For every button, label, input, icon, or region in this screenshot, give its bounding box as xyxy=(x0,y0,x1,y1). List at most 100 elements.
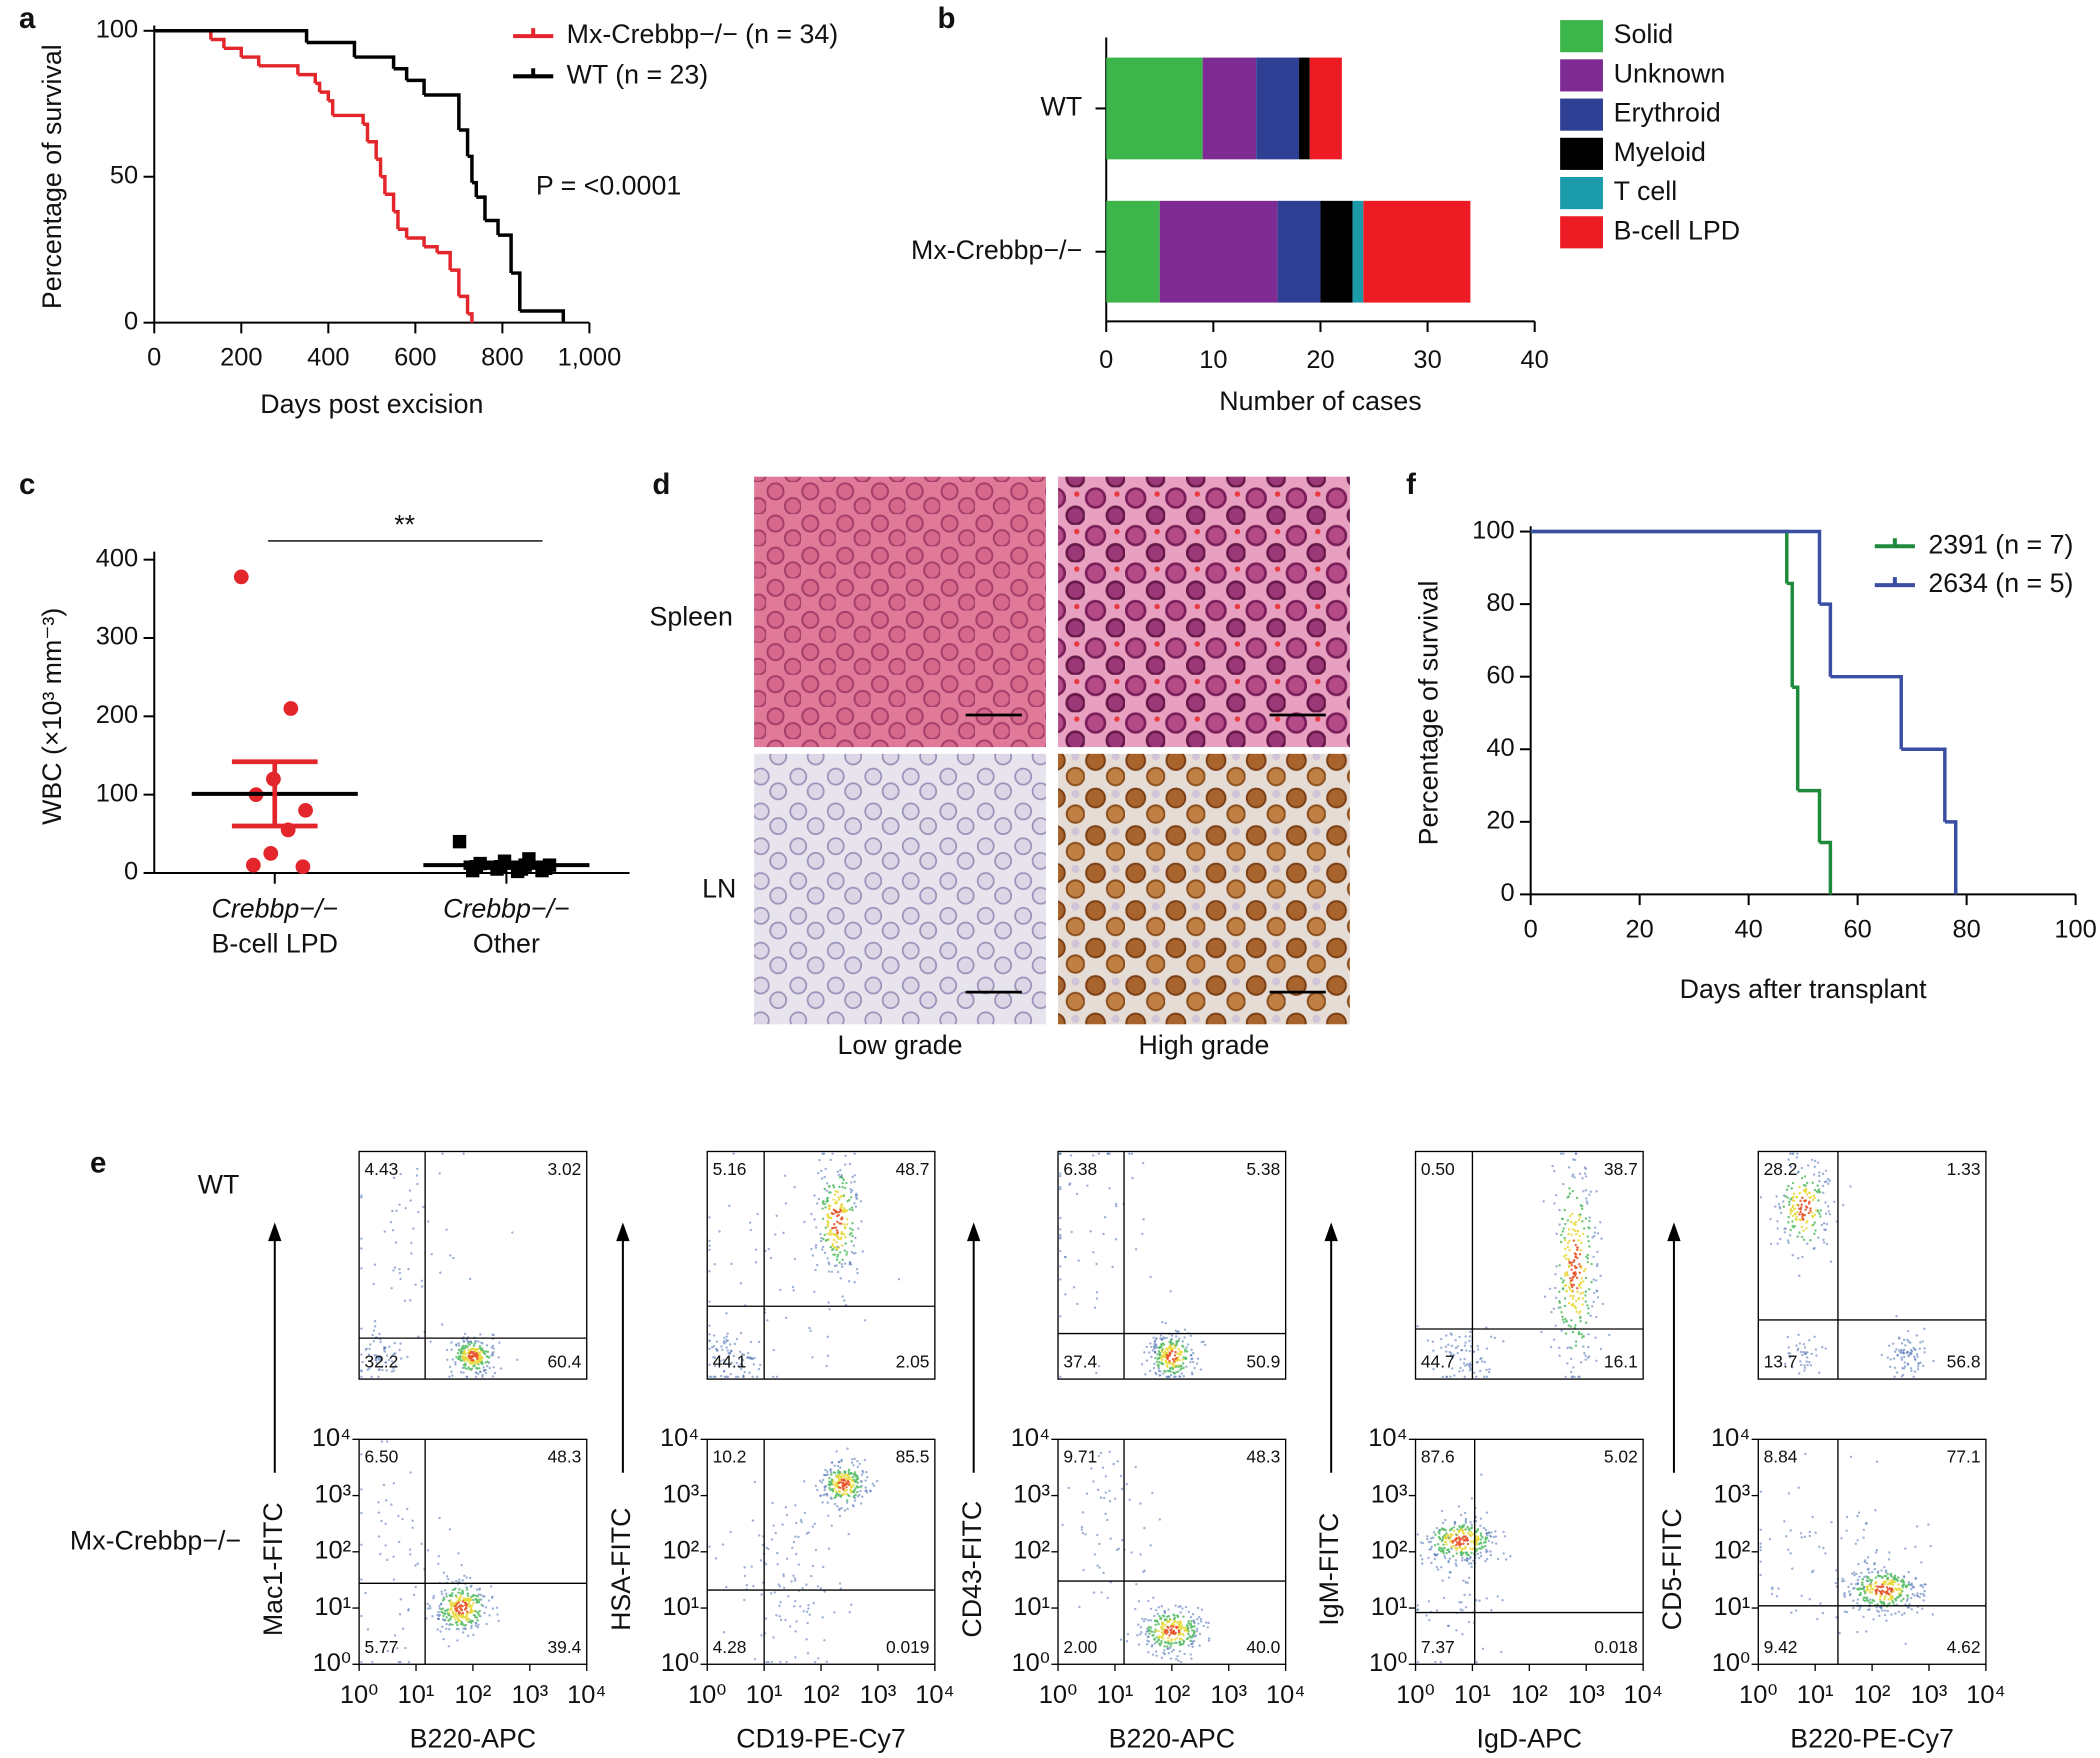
event-dot xyxy=(810,1575,812,1577)
event-dot xyxy=(848,1280,850,1282)
event-dot xyxy=(1098,1455,1100,1457)
event-dot xyxy=(1143,1351,1145,1353)
event-dot xyxy=(1806,1242,1808,1244)
event-dot xyxy=(467,1635,469,1637)
event-dot xyxy=(1900,1589,1902,1591)
event-dot xyxy=(1467,1532,1469,1534)
event-dot xyxy=(824,1469,826,1471)
plot-frame xyxy=(1058,1439,1286,1664)
event-dot xyxy=(1600,1238,1602,1240)
event-dot xyxy=(848,1469,850,1471)
y-tick-label: 10³ xyxy=(1013,1480,1050,1508)
event-dot xyxy=(812,1525,814,1527)
event-dot xyxy=(1555,1265,1557,1267)
event-dot xyxy=(1920,1561,1922,1563)
event-dot xyxy=(1173,1614,1175,1616)
event-dot xyxy=(1109,1500,1111,1502)
event-dot xyxy=(451,1358,453,1360)
event-dot xyxy=(822,1246,824,1248)
event-dot xyxy=(447,1619,449,1621)
event-dot xyxy=(1822,1173,1824,1175)
event-dot xyxy=(708,1240,710,1242)
event-dot xyxy=(448,1376,450,1378)
event-dot xyxy=(1871,1571,1873,1573)
event-dot xyxy=(494,1372,496,1374)
event-dot xyxy=(708,1376,710,1378)
event-dot xyxy=(487,1351,489,1353)
event-dot xyxy=(837,1237,839,1239)
event-dot xyxy=(475,1595,477,1597)
event-dot xyxy=(785,1202,787,1204)
event-dot xyxy=(1203,1625,1205,1627)
event-dot xyxy=(1856,1515,1858,1517)
event-dot xyxy=(1892,1590,1894,1592)
event-dot xyxy=(1889,1366,1891,1368)
event-dot xyxy=(1141,1363,1143,1365)
event-dot xyxy=(1197,1607,1199,1609)
event-dot xyxy=(839,1466,841,1468)
event-dot xyxy=(1196,1630,1198,1632)
event-dot xyxy=(1817,1210,1819,1212)
event-dot xyxy=(1115,1238,1117,1240)
event-dot xyxy=(377,1501,379,1503)
event-dot xyxy=(1105,1491,1107,1493)
event-dot xyxy=(1468,1562,1470,1564)
event-dot xyxy=(1816,1618,1818,1620)
event-dot xyxy=(1818,1213,1820,1215)
event-dot xyxy=(1907,1362,1909,1364)
event-dot xyxy=(1902,1586,1904,1588)
event-dot xyxy=(1830,1521,1832,1523)
event-dot xyxy=(740,1282,742,1284)
event-dot xyxy=(1905,1586,1907,1588)
event-dot xyxy=(1189,1361,1191,1363)
event-dot xyxy=(747,1352,749,1354)
event-dot xyxy=(849,1208,851,1210)
event-dot xyxy=(476,1355,478,1357)
x-axis-label: IgD-APC xyxy=(1477,1724,1583,1754)
event-dot xyxy=(1921,1608,1923,1610)
event-dot xyxy=(384,1523,386,1525)
event-dot xyxy=(1575,1221,1577,1223)
event-dot xyxy=(1426,1538,1428,1540)
event-dot xyxy=(773,1591,775,1593)
event-dot xyxy=(483,1370,485,1372)
event-dot xyxy=(854,1458,856,1460)
y-tick-label: 40 xyxy=(1486,734,1514,762)
event-dot xyxy=(1565,1258,1567,1260)
x-tick-label: 30 xyxy=(1413,346,1441,374)
event-dot xyxy=(476,1358,478,1360)
event-dot xyxy=(398,1541,400,1543)
event-dot xyxy=(754,1658,756,1660)
event-dot xyxy=(830,1496,832,1498)
event-dot xyxy=(1788,1492,1790,1494)
event-dot xyxy=(797,1536,799,1538)
event-dot xyxy=(784,1619,786,1621)
event-dot xyxy=(1783,1228,1785,1230)
event-dot xyxy=(1805,1360,1807,1362)
quadrant-value: 77.1 xyxy=(1947,1447,1981,1467)
event-dot xyxy=(1449,1332,1451,1334)
event-dot xyxy=(851,1209,853,1211)
event-dot xyxy=(1792,1182,1794,1184)
event-dot xyxy=(1177,1370,1179,1372)
event-dot xyxy=(1469,1331,1471,1333)
event-dot xyxy=(444,1589,446,1591)
event-dot xyxy=(1163,1649,1165,1651)
event-dot xyxy=(1903,1339,1905,1341)
event-dot xyxy=(824,1188,826,1190)
x-tick-label: Crebbp−/− xyxy=(443,894,569,924)
event-dot xyxy=(1175,1344,1177,1346)
event-dot xyxy=(1877,1571,1879,1573)
survival-step xyxy=(1531,532,1787,584)
event-dot xyxy=(1118,1548,1120,1550)
event-dot xyxy=(1849,1593,1851,1595)
event-dot xyxy=(475,1371,477,1373)
event-dot xyxy=(715,1557,717,1559)
event-dot xyxy=(803,1480,805,1482)
event-dot xyxy=(1799,1211,1801,1213)
event-dot xyxy=(404,1300,406,1302)
event-dot xyxy=(374,1325,376,1327)
event-dot xyxy=(1179,1376,1181,1378)
event-dot xyxy=(1875,1576,1877,1578)
event-dot xyxy=(1162,1372,1164,1374)
